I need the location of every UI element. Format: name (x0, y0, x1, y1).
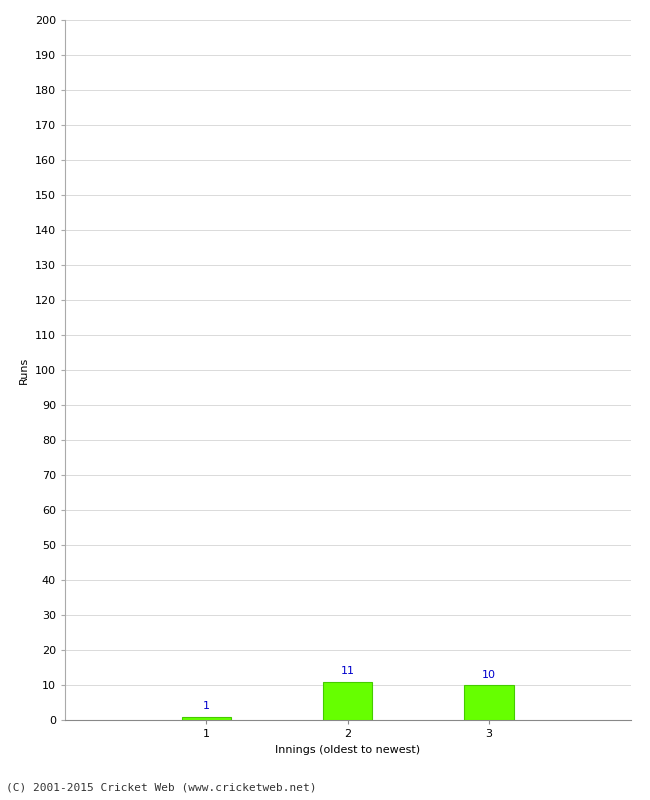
Bar (181, 717, 231, 720)
Bar (464, 685, 514, 720)
Text: 1: 1 (203, 702, 210, 711)
Text: 11: 11 (341, 666, 355, 676)
Bar (323, 682, 372, 720)
Text: (C) 2001-2015 Cricket Web (www.cricketweb.net): (C) 2001-2015 Cricket Web (www.cricketwe… (6, 782, 317, 792)
X-axis label: Innings (oldest to newest): Innings (oldest to newest) (275, 745, 421, 754)
Text: 10: 10 (482, 670, 496, 680)
Y-axis label: Runs: Runs (20, 356, 29, 384)
